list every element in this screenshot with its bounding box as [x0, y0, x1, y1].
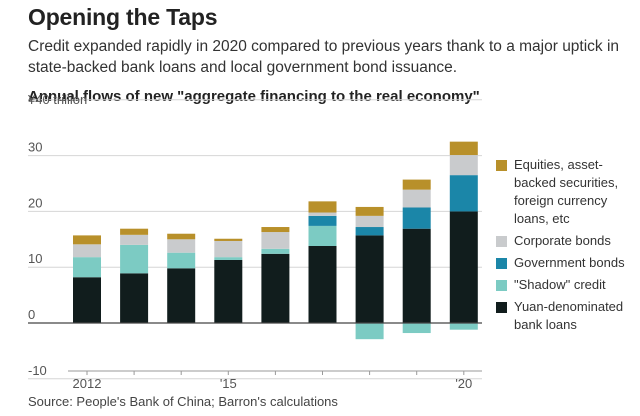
legend-swatch — [496, 160, 507, 171]
axes: ¥40 trillion 30 20 10 0 -10 2012 '15 '20 — [27, 92, 482, 391]
legend-swatch — [496, 280, 507, 291]
bar-segment — [261, 227, 290, 233]
bar-segment — [261, 253, 290, 323]
chart-heading: Annual flows of new "aggregate financing… — [28, 88, 480, 105]
y-tick-label: ¥40 trillion — [27, 92, 87, 107]
bar-segment — [167, 252, 196, 269]
y-tick-label: 20 — [28, 195, 42, 210]
bar-segment — [449, 211, 478, 323]
bar-segment — [167, 239, 196, 253]
bar-segment — [355, 323, 384, 340]
bar-segment — [214, 257, 243, 260]
bar-segment — [308, 215, 337, 226]
y-tick-label: 10 — [28, 251, 42, 266]
legend-label: Yuan-denominated bank loans — [514, 299, 624, 332]
bar-segment — [402, 323, 431, 334]
bar-segment — [73, 244, 101, 258]
bar-segment — [308, 201, 337, 213]
legend-label: Equities, asset-backed securities, forei… — [514, 157, 619, 226]
bar-segment — [355, 215, 384, 228]
bar-segment — [120, 228, 149, 235]
bar-segment — [167, 268, 196, 323]
bar-segment — [308, 245, 337, 323]
bar-segment — [449, 155, 478, 176]
bar-segment — [120, 234, 149, 245]
legend-label: "Shadow" credit — [514, 277, 606, 292]
chart-subtitle: Credit expanded rapidly in 2020 compared… — [28, 38, 620, 76]
legend-swatch — [496, 236, 507, 247]
bar-segment — [120, 273, 149, 323]
bar-segment — [402, 228, 431, 323]
bar-segment — [355, 235, 384, 323]
bar-segment — [308, 225, 337, 246]
bar-segment — [214, 238, 243, 241]
legend-item: Equities, asset-backed securities, forei… — [496, 156, 636, 228]
bar-segment — [355, 206, 384, 216]
bar-segment — [308, 212, 337, 216]
y-tick-label: 30 — [28, 140, 42, 155]
bar-segment — [120, 244, 149, 274]
bar-segment — [214, 259, 243, 323]
bar-segment — [261, 248, 290, 254]
bar-segment — [449, 323, 478, 330]
legend-swatch — [496, 258, 507, 269]
bar-segment — [402, 179, 431, 190]
legend-swatch — [496, 302, 507, 313]
chart-title-heading: Opening the Taps — [28, 4, 218, 30]
legend: Equities, asset-backed securities, forei… — [496, 156, 636, 334]
y-tick-label: -10 — [28, 363, 47, 378]
bar-segment — [73, 257, 101, 278]
legend-item: Government bonds — [496, 254, 636, 272]
x-tick-label: '15 — [220, 376, 237, 391]
legend-item: Yuan-denominated bank loans — [496, 298, 636, 334]
bar-segment — [167, 233, 196, 240]
bar-segment — [402, 189, 431, 208]
bar-segment — [73, 235, 101, 245]
source-note: Source: People's Bank of China; Barron's… — [28, 394, 338, 409]
bar-segment — [261, 232, 290, 249]
bar-segment — [449, 141, 478, 156]
legend-item: "Shadow" credit — [496, 276, 636, 294]
bar-segment — [355, 227, 384, 236]
legend-label: Corporate bonds — [514, 233, 611, 248]
x-tick-label: '20 — [455, 376, 472, 391]
bar-segment — [449, 175, 478, 212]
legend-item: Corporate bonds — [496, 232, 636, 250]
x-tick-label: 2012 — [73, 376, 102, 391]
legend-label: Government bonds — [514, 255, 625, 270]
bar-segment — [73, 277, 101, 323]
bar-segment — [214, 240, 243, 258]
bar-segment — [402, 207, 431, 229]
bars — [73, 141, 478, 340]
y-tick-label: 0 — [28, 307, 35, 322]
